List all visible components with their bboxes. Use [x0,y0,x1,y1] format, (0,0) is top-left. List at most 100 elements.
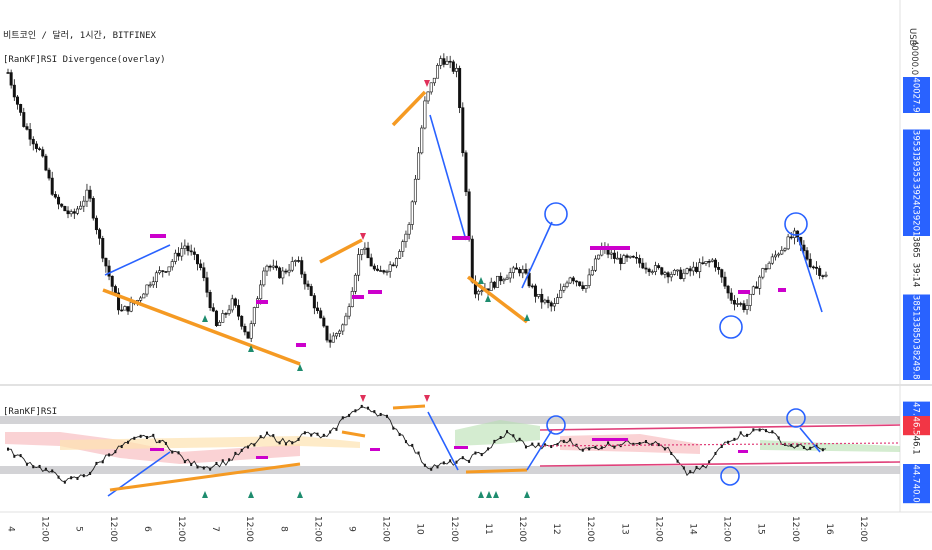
bear-divergence-line [104,244,171,276]
candle-body [789,236,793,239]
candle-body [815,266,819,269]
candle-body [218,322,222,326]
candle-body [581,285,585,290]
candle-body [663,272,667,275]
candle-body [309,286,313,296]
candle-body [489,281,493,291]
candle-body [142,293,146,299]
x-tick-label: 12:00 [312,516,322,542]
candle-body [417,152,421,180]
candle-body [549,302,553,307]
candle-body [748,293,752,306]
candle-body [811,266,815,269]
candle-body [357,254,361,276]
candle-body [574,280,578,283]
candle-body [350,291,354,308]
bull-divergence-line [466,275,529,324]
candle-body [726,285,730,294]
pivot-circle [719,315,743,339]
candle-body [587,274,591,286]
candle-body [650,271,654,273]
candle-body [622,255,626,264]
candle-body [821,275,825,277]
candle-body [502,279,506,282]
candle-body [44,155,48,171]
candle-body [53,194,57,198]
candle-body [328,339,332,343]
price-tag-label: 38513.1 [911,295,921,330]
symbol-legend[interactable]: 비트코인 / 달러, 1시간, BITFINEX [3,29,157,41]
candle-body [360,249,364,255]
x-tick-label: 12:00 [722,516,732,542]
candle-body [57,196,61,205]
candle-body [780,250,784,255]
candle-body [237,305,241,317]
candle-body [297,260,301,262]
indicator-legend[interactable]: [RanKF]RSI Divergence(overlay) [3,55,166,65]
rsi-up-arrows [202,491,530,498]
candlestick-series[interactable] [6,53,828,348]
x-tick-label: 12:00 [381,516,391,542]
magenta-markers [150,234,786,347]
candle-body [584,285,588,290]
x-tick-label: 5 [74,526,84,532]
candle-body [518,268,522,274]
candle-body [60,203,64,207]
rsi-down-arrows [360,395,430,402]
candle-body [148,284,152,287]
rsi-legend[interactable]: [RanKF]RSI [3,407,57,417]
time-scale[interactable]: 4 12:00 5 12:00 6 12:00 7 12:00 8 12:00 9 12:00 10 12… [6,516,869,542]
candle-body [707,261,711,263]
candle-body [635,257,639,259]
rsi-series[interactable] [7,404,827,484]
candle-body [805,250,809,260]
rsi-tag-label: 40.0 [911,484,921,503]
candle-body [363,247,367,250]
candle-body [739,303,743,305]
candle-body [300,260,304,275]
candle-body [672,269,676,275]
candle-body [31,138,35,145]
candle-body [170,261,174,268]
x-tick-label: 7 [210,526,220,532]
bear-divergence-line [797,236,823,313]
candle-body [704,261,708,264]
candle-body [439,58,443,66]
candle-body [265,265,269,272]
pivot-circle [784,212,808,236]
price-scale[interactable]: 40027.9 39531.739353.739240.339201.838653… [903,77,930,504]
candle-body [173,252,177,262]
x-tick-label: 12:00 [449,516,459,542]
down-arrow-markers [360,80,430,240]
candle-body [565,282,569,287]
candle-body [562,286,566,291]
candle-body [15,96,19,105]
price-tag [903,344,930,380]
candle-body [429,82,433,93]
candle-body [514,267,518,270]
price-tag-label: 39240.3 [911,184,921,219]
candle-body [98,229,102,239]
candle-body [177,252,181,257]
candle-body [777,253,781,256]
x-tick-label: 15 [756,523,766,534]
candle-body [12,84,16,98]
x-tick-label: 12:00 [176,516,186,542]
candle-body [404,233,408,242]
candle-body [344,315,348,326]
candle-body [28,129,32,140]
price-tag [903,77,930,113]
candle-body [496,275,500,288]
candle-body [391,264,395,267]
candle-body [736,303,740,305]
candle-body [303,273,307,285]
rsi-tag-label: 46.5 [911,417,921,436]
candle-body [233,298,237,306]
x-tick-label: 14 [688,523,698,535]
x-tick-label: 12:00 [517,516,527,542]
candle-body [660,267,664,275]
candle-body [120,309,124,312]
candle-body [543,299,547,303]
candle-body [214,310,218,326]
